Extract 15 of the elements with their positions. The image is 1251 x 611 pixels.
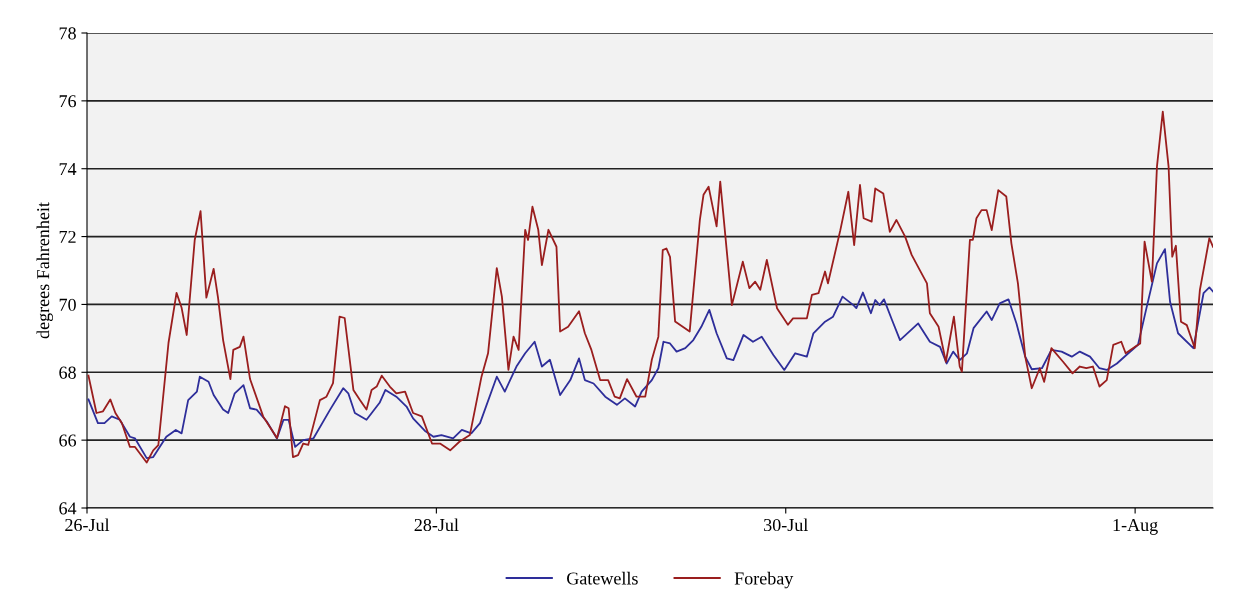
y-tick-label: 68 xyxy=(59,366,76,379)
x-tick-label: 30-Jul xyxy=(764,518,808,532)
y-tick-label: 70 xyxy=(59,298,76,311)
x-tick-label: 26-Jul xyxy=(65,518,110,532)
x-tick-label: 28-Jul xyxy=(414,518,459,532)
y-tick-label: 76 xyxy=(59,95,77,108)
x-tick-label: 1-Aug xyxy=(1113,518,1158,535)
y-tick-label: 78 xyxy=(59,27,76,40)
y-tick-label: 72 xyxy=(59,230,76,243)
legend-label: Gatewells xyxy=(567,571,638,585)
legend-label: Forebay xyxy=(734,571,794,589)
y-tick-label: 66 xyxy=(59,434,77,447)
y-tick-label: 74 xyxy=(59,163,77,175)
y-tick-label: 64 xyxy=(59,502,77,515)
y-axis-title: degrees Fahrenheit xyxy=(36,202,53,339)
